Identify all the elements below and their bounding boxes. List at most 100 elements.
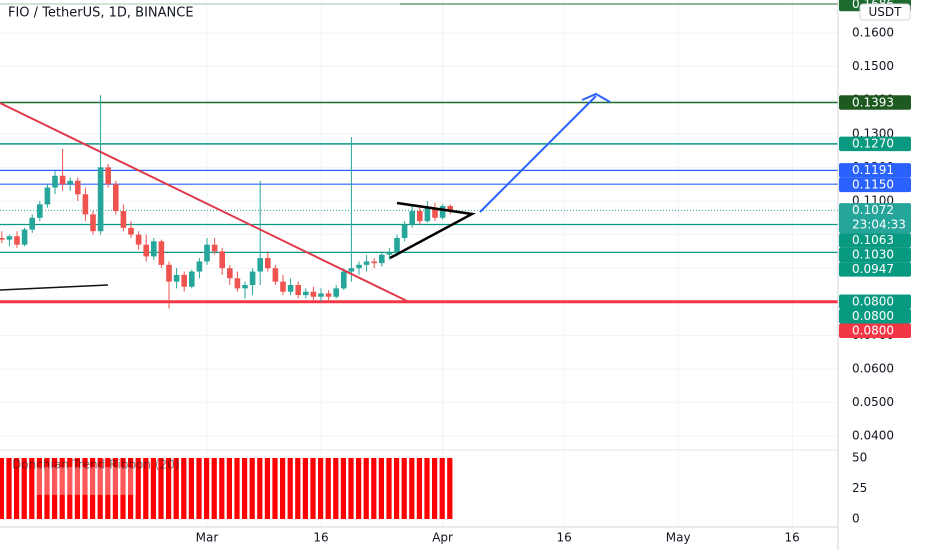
title-bg [0,0,400,26]
ribbon-bar [424,457,430,520]
ribbon-bar [82,457,88,520]
ribbon-bar [348,457,354,520]
price-label: 0.1191 [852,163,894,177]
candle-body [59,175,66,185]
candle-body [90,214,96,232]
y-tick-label: 0.0600 [852,362,894,376]
price-label-box [839,262,911,277]
arrow-head [581,92,611,103]
ribbon-bar [325,457,331,520]
candle-body [249,271,256,285]
price-label: 0.0800 [852,324,894,338]
candle-body [135,234,142,245]
ribbon-bar [74,457,80,520]
candle-body [287,284,294,292]
ribbon-bar [416,457,422,520]
price-label: 0.1063 [852,233,894,247]
ribbon-bar [120,457,126,520]
candle-body [280,281,286,292]
indicator-tick-label: 0 [852,512,860,526]
candle-body [363,261,370,265]
candle-body [211,244,218,252]
candle-body [242,284,248,289]
candle-body [227,268,233,279]
candle-body [120,211,127,228]
candle-body [234,278,241,289]
candle-body [204,244,210,262]
ribbon-bar [112,457,118,520]
x-tick-label: May [666,531,691,545]
candle-body [356,264,362,269]
candle-body [21,229,28,245]
ribbon-bar [196,457,202,520]
ribbon-bar [257,457,263,520]
candle-body [394,237,400,254]
x-tick-label: 16 [313,531,328,545]
ribbon-bar [204,457,210,520]
x-tick-label: 16 [785,531,800,545]
price-label-box [839,95,911,110]
price-label-box [839,247,911,263]
ribbon-bar [67,457,73,520]
ribbon-bar [447,457,453,520]
ribbon-bar [401,457,407,520]
candle-body [166,264,172,282]
ribbon-bar [211,457,217,520]
ribbon-bar [0,457,4,520]
trend-line [0,284,109,291]
price-label: 0.0947 [852,262,894,276]
price-label: 0.1150 [852,178,894,192]
price-label-box [839,163,911,178]
ribbon-bar [226,457,232,520]
candle-body [97,167,104,232]
ribbon-bar [97,457,103,520]
ribbon-bar [363,457,369,520]
candle-body [386,253,393,255]
candle-body [37,204,43,218]
ribbon-bar [439,457,445,520]
ribbon-bar [166,457,172,520]
price-label-box [839,203,911,234]
ribbon-bar [36,457,42,520]
candle-body [75,180,81,195]
candle-body [417,211,423,222]
candle-body [333,288,339,297]
ribbon-bar [272,457,278,520]
candle-body [371,261,377,264]
ribbon-bar [318,457,324,520]
candle-body [158,241,165,265]
ribbon-bar [242,457,248,520]
ribbon-bar [59,457,65,520]
candles [0,95,453,309]
ribbon-bar [295,457,301,520]
candle-body [189,271,195,287]
price-label: 0.1072 [852,203,894,217]
candle-body [341,271,347,289]
ribbon-bar [173,457,179,520]
candle-body [265,258,271,269]
candle-body [303,291,309,296]
countdown: 23:04:33 [852,218,906,232]
candle-body [424,207,431,222]
candle-body [295,284,301,296]
candle-body [128,227,134,235]
indicator-tick-label: 50 [852,450,867,464]
candle-body [432,207,438,218]
candle-body [44,187,51,205]
candle-body [52,175,58,188]
candle-body [173,274,180,282]
price-label-box [839,309,911,324]
candle-body [409,211,415,225]
candle-body [6,236,13,240]
candle-body [113,184,119,212]
ribbon-bar [356,457,362,520]
ribbon-bar [249,457,255,520]
y-tick-label: 0.1500 [852,59,894,73]
ribbon-bar [6,457,12,520]
ribbon-bar [432,457,438,520]
ribbon-bar [29,457,35,520]
price-label-box [839,233,911,248]
ribbon-bar [128,457,134,520]
candle-body [14,236,20,245]
